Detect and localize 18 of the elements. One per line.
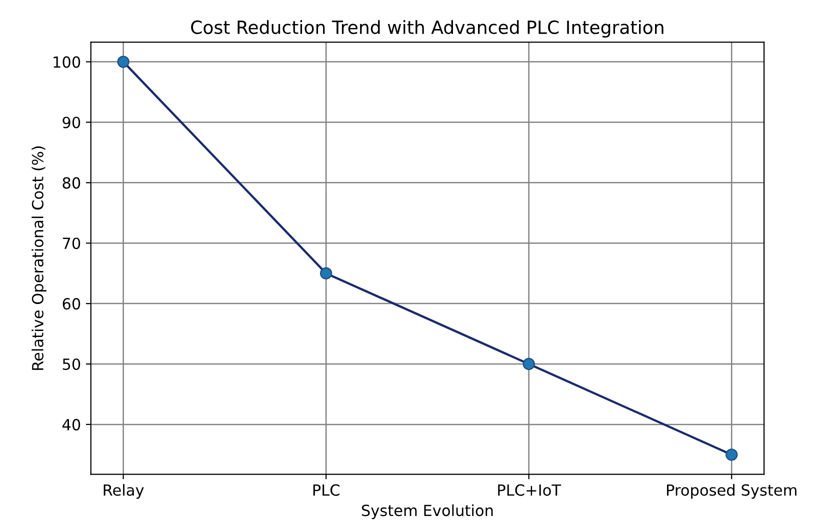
- y-axis-title: Relative Operational Cost (%): [32, 146, 46, 370]
- y-tick-label: 100: [54, 56, 80, 68]
- y-tick-label: 70: [62, 238, 80, 250]
- x-tick-label: Proposed System: [667, 484, 796, 499]
- x-tick-label: PLC: [313, 484, 340, 496]
- y-tick-label: 50: [62, 358, 80, 370]
- point: [726, 448, 738, 461]
- point: [320, 267, 332, 280]
- point: [522, 358, 535, 370]
- x-axis-title: System Evolution: [362, 504, 493, 520]
- point: [117, 56, 130, 68]
- y-tick-label: 60: [62, 298, 80, 310]
- chart-title: Cost Reduction Trend with Advanced PLC Integration: [191, 20, 664, 38]
- y-tick-label: 90: [62, 116, 80, 128]
- y-tick-label: 80: [62, 177, 80, 189]
- x-tick-label: Relay: [104, 484, 144, 499]
- y-tick-label: 40: [62, 418, 80, 430]
- x-tick-label: PLC+IoT: [498, 484, 562, 496]
